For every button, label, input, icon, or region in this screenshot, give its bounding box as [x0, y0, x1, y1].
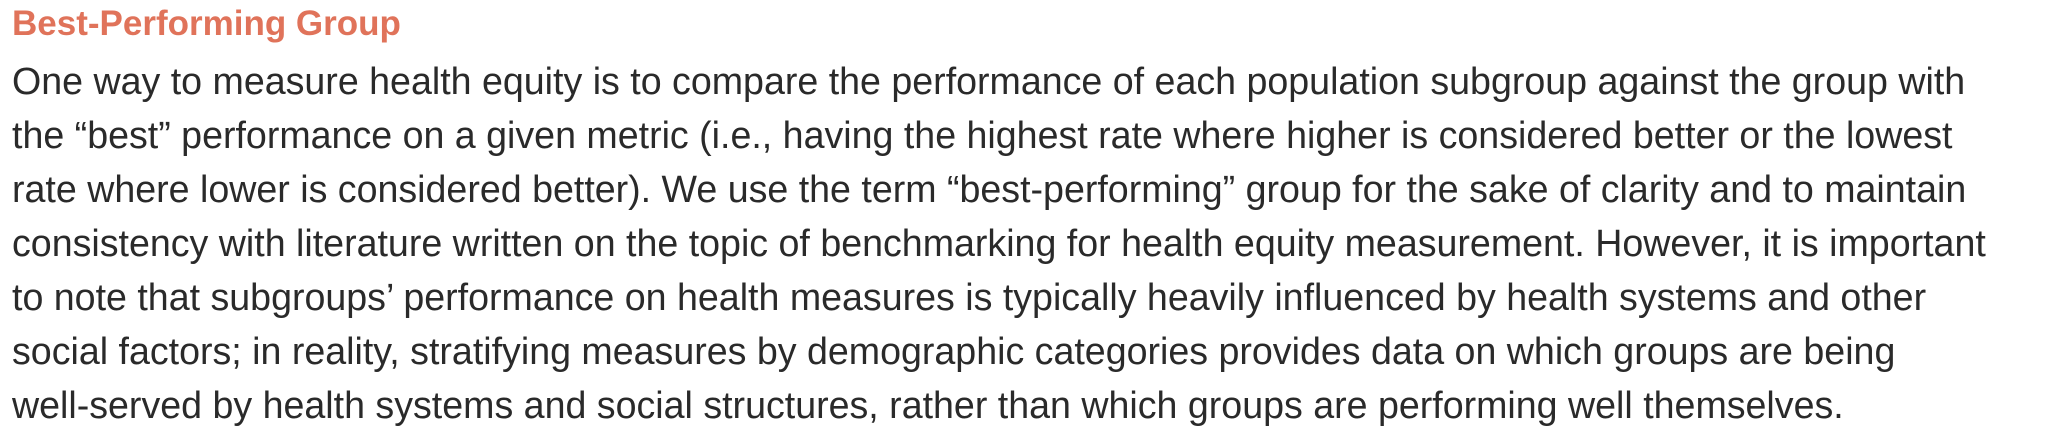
paragraph-line-6: social factors; in reality, stratifying … [12, 330, 1896, 372]
section-paragraph: One way to measure health equity is to c… [12, 54, 2042, 432]
paragraph-line-4: consistency with literature written on t… [12, 222, 1986, 264]
paragraph-line-3: rate where lower is considered better). … [12, 168, 1967, 210]
paragraph-line-2: the “best” performance on a given metric… [12, 114, 1953, 156]
paragraph-line-1: One way to measure health equity is to c… [12, 60, 1966, 102]
section-heading: Best-Performing Group [12, 4, 401, 43]
paragraph-line-5: to note that subgroups’ performance on h… [12, 276, 1927, 318]
best-performing-group-section: Best-Performing Group One way to measure… [12, 0, 2042, 432]
paragraph-line-7: well-served by health systems and social… [12, 384, 1844, 426]
